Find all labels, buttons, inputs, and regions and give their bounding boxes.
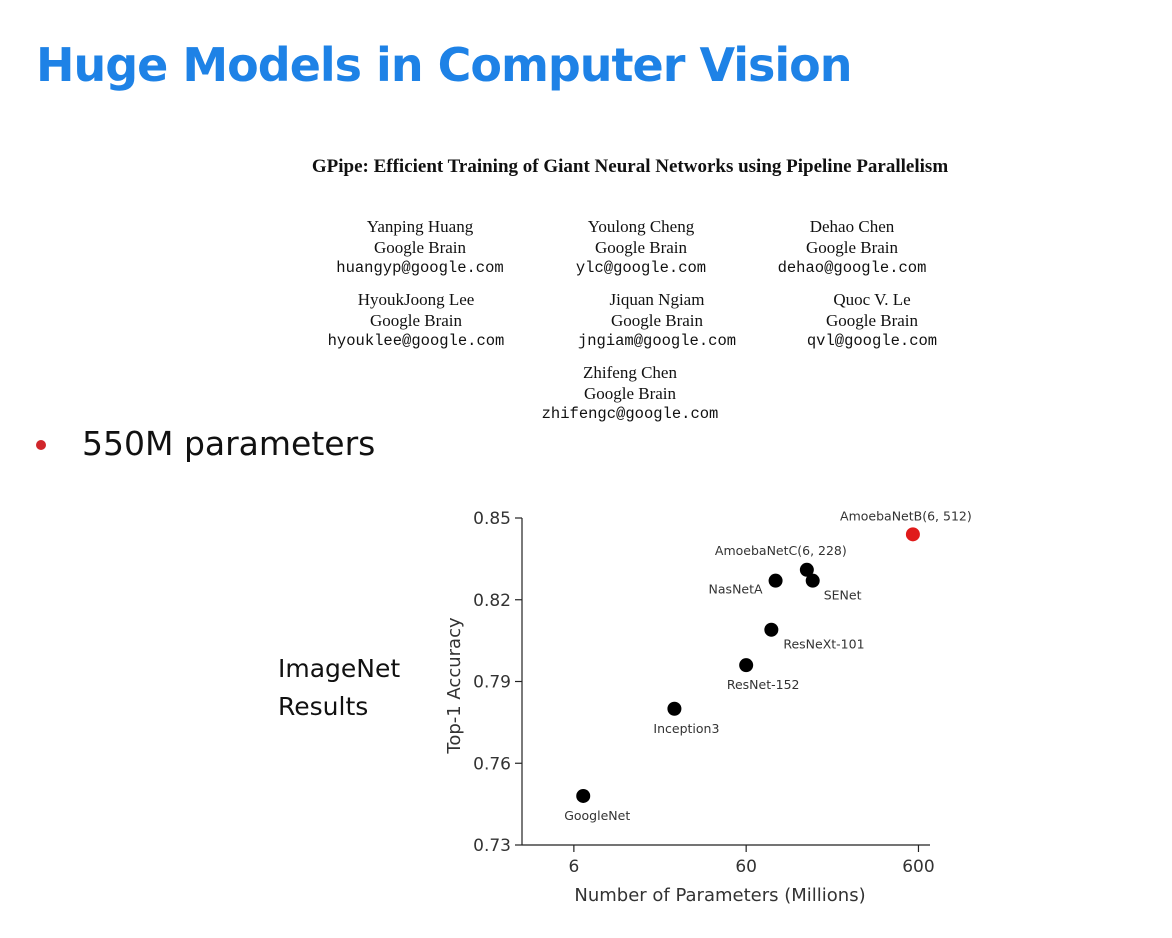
data-point-label: ResNet-152 [727, 677, 800, 692]
author-name: Dehao Chen [809, 217, 895, 236]
author-affiliation: Google Brain [369, 311, 463, 330]
author-block: Dehao Chen Google Brain dehao@google.com [722, 216, 982, 279]
x-axis-title: Number of Parameters (Millions) [574, 885, 865, 906]
author-affiliation: Google Brain [583, 384, 677, 403]
side-label-line: Results [278, 692, 369, 721]
author-email: zhifengc@google.com [541, 405, 719, 423]
data-point-label: SENet [824, 588, 862, 603]
x-tick-label: 60 [735, 857, 757, 877]
x-tick-label: 6 [568, 857, 579, 877]
y-tick-label: 0.73 [473, 836, 511, 856]
data-point [805, 573, 820, 588]
y-axis-title: Top-1 Accuracy [444, 617, 465, 755]
paper-title: GPipe: Efficient Training of Giant Neura… [311, 156, 949, 177]
y-tick-label: 0.79 [473, 673, 511, 693]
author-affiliation: Google Brain [594, 238, 688, 257]
author-email: hyouklee@google.com [327, 332, 505, 350]
author-block: HyoukJoong Lee Google Brain hyouklee@goo… [286, 289, 546, 352]
author-affiliation: Google Brain [805, 238, 899, 257]
data-point [667, 701, 682, 716]
data-point [768, 573, 783, 588]
slide-title: Huge Models in Computer Vision [36, 38, 852, 92]
data-point [764, 622, 779, 637]
author-name: Youlong Cheng [587, 217, 695, 236]
author-name: Yanping Huang [366, 217, 474, 236]
data-point-label: Inception3 [653, 721, 719, 736]
y-tick-label: 0.85 [473, 509, 511, 529]
data-point-label: NasNetA [709, 582, 763, 597]
bullet-dot [36, 440, 46, 450]
author-name: Jiquan Ngiam [609, 290, 705, 309]
data-point-label: ResNeXt-101 [783, 637, 864, 652]
x-tick-label: 600 [902, 857, 934, 877]
data-point-label: GoogleNet [564, 808, 630, 823]
author-email: ylc@google.com [575, 259, 707, 277]
y-tick-label: 0.76 [473, 754, 511, 774]
author-block: Jiquan Ngiam Google Brain jngiam@google.… [527, 289, 787, 352]
author-name: Quoc V. Le [833, 290, 911, 309]
data-point [799, 562, 814, 577]
author-email: jngiam@google.com [577, 332, 737, 350]
side-label-line: ImageNet [278, 654, 401, 683]
author-email: dehao@google.com [777, 259, 927, 277]
data-point-label: AmoebaNetC(6, 228) [715, 543, 847, 558]
author-block: Youlong Cheng Google Brain ylc@google.co… [511, 216, 771, 279]
imagenet-results-label: ImageNet Results [278, 650, 400, 726]
bullet-text: 550M parameters [82, 424, 376, 463]
author-name: Zhifeng Chen [583, 363, 677, 382]
author-block: Yanping Huang Google Brain huangyp@googl… [290, 216, 550, 279]
author-affiliation: Google Brain [610, 311, 704, 330]
data-point [576, 788, 591, 803]
data-point [905, 527, 920, 542]
author-affiliation: Google Brain [373, 238, 467, 257]
author-block: Quoc V. Le Google Brain qvl@google.com [742, 289, 1002, 352]
y-tick-label: 0.82 [473, 591, 511, 611]
author-email: huangyp@google.com [336, 259, 504, 277]
data-point-label: AmoebaNetB(6, 512) [840, 508, 972, 523]
author-affiliation: Google Brain [825, 311, 919, 330]
author-name: HyoukJoong Lee [357, 290, 475, 309]
data-point [739, 658, 754, 673]
author-email: qvl@google.com [806, 332, 938, 350]
author-block: Zhifeng Chen Google Brain zhifengc@googl… [500, 362, 760, 425]
